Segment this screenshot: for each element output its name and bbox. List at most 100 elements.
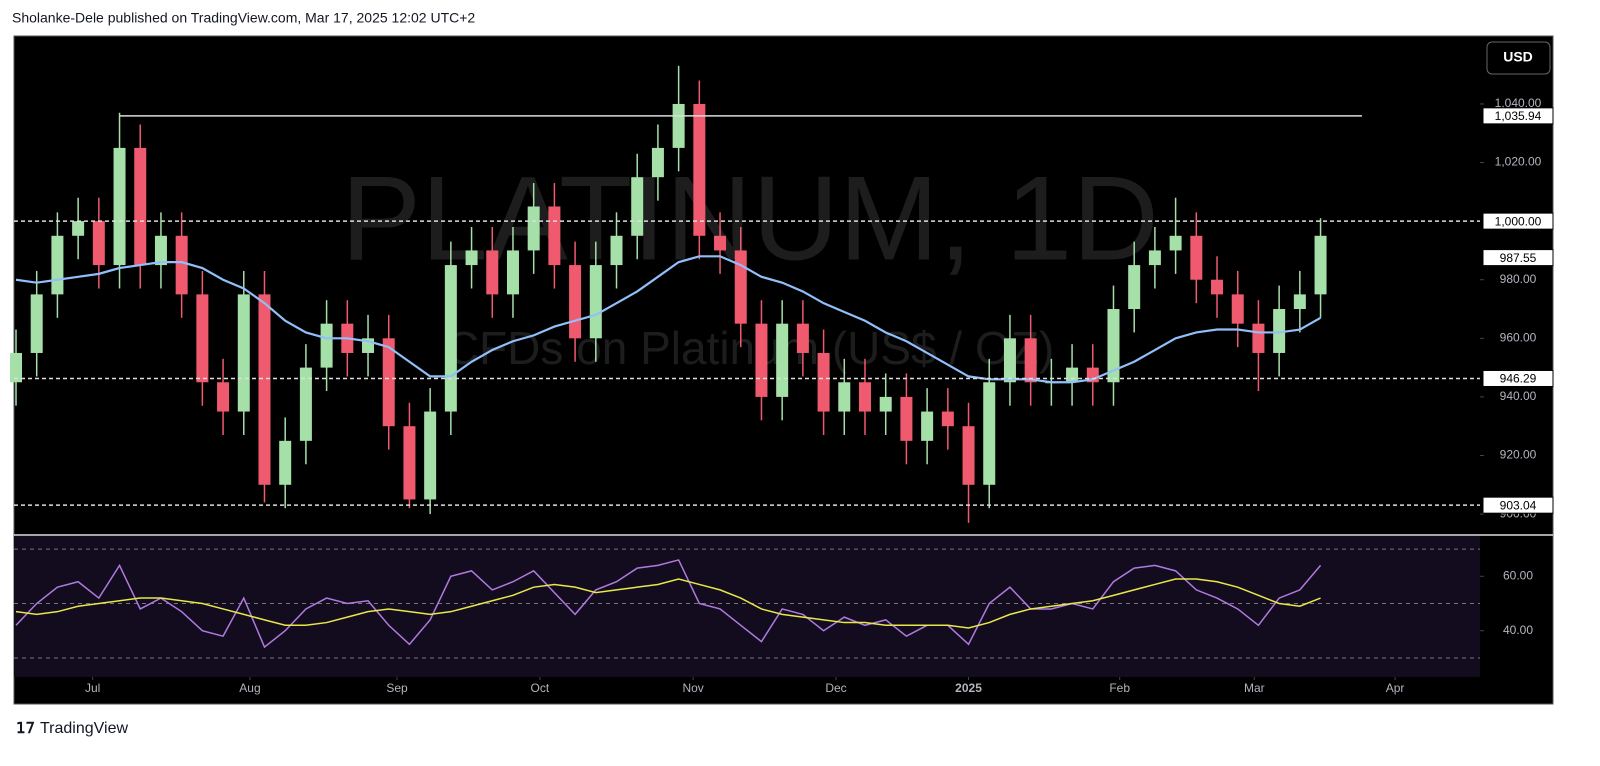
x-tick-label: 2025	[955, 681, 982, 695]
candle-body	[569, 265, 582, 339]
candle-body	[1169, 235, 1182, 251]
x-tick-label: Nov	[682, 681, 703, 695]
y-tick-label: 980.00	[1500, 272, 1537, 286]
y-tick-label: 60.00	[1503, 568, 1533, 582]
candle-body	[1190, 235, 1203, 280]
candle-body	[672, 103, 685, 148]
candle-body	[879, 396, 892, 412]
x-tick-label: Oct	[531, 681, 550, 695]
candle-body	[1148, 250, 1161, 266]
candle-body	[1231, 294, 1244, 324]
candle-body	[175, 235, 188, 295]
candle-body	[589, 265, 602, 339]
candle-body	[1293, 294, 1306, 310]
level-label: 987.55	[1500, 251, 1537, 265]
candle-body	[941, 411, 954, 427]
candle-body	[714, 235, 727, 251]
level-label: 946.29	[1500, 372, 1537, 386]
candle-body	[320, 323, 333, 368]
x-tick-label: Mar	[1244, 681, 1265, 695]
candle-body	[444, 265, 457, 412]
level-label-box	[1482, 369, 1554, 387]
header: Sholanke-Dele published on TradingView.c…	[12, 10, 475, 26]
y-tick-label: 1,020.00	[1495, 155, 1542, 169]
candle-body	[1273, 309, 1286, 353]
candle-body	[962, 426, 975, 485]
candle-body	[921, 411, 934, 441]
candle-body	[424, 411, 437, 500]
watermark-subtitle: CFDs on Platinum (US$ / OZ)	[446, 322, 1054, 374]
candle-body	[776, 323, 789, 397]
candle-body	[838, 382, 851, 412]
x-tick-label: Jul	[85, 681, 100, 695]
y-tick-label: 960.00	[1500, 330, 1537, 344]
candle-body	[1107, 309, 1120, 383]
candle-body	[134, 147, 147, 266]
candle-body	[10, 352, 22, 383]
candle-body	[1066, 367, 1079, 383]
candle-body	[299, 367, 312, 441]
level-label-box	[1482, 249, 1554, 267]
level-label-box	[1482, 107, 1554, 125]
candle-body	[796, 323, 809, 353]
candle-body	[196, 294, 209, 383]
candle-body	[1003, 338, 1016, 383]
watermark-title: PLATINUM, 1D	[341, 152, 1159, 286]
logo-mark: 𝟣𝟩	[16, 720, 35, 737]
level-label: 1,000.00	[1495, 214, 1542, 228]
candle-body	[92, 221, 105, 266]
rsi-pane	[14, 536, 1480, 677]
candle-body	[154, 235, 167, 266]
candle-body	[72, 221, 85, 236]
moving-average	[15, 255, 1322, 384]
candle-body	[51, 235, 64, 295]
candle-body	[527, 206, 540, 251]
candle-body	[1211, 279, 1224, 295]
rsi-line	[15, 559, 1322, 649]
candle-body	[403, 426, 416, 500]
candle-body	[258, 294, 271, 485]
y-tick-label: 920.00	[1500, 448, 1537, 462]
candle-body	[382, 338, 395, 427]
x-tick-label: Sep	[386, 681, 408, 695]
candle-body	[30, 294, 43, 353]
x-tick-label: Aug	[239, 681, 260, 695]
candle-body	[217, 382, 230, 412]
candle-body	[506, 250, 519, 295]
x-tick-label: Dec	[825, 681, 846, 695]
candle-body	[610, 235, 623, 266]
y-tick-label: 40.00	[1503, 623, 1533, 637]
candle-body	[817, 352, 830, 412]
rsi-line	[15, 578, 1321, 629]
footer: TradingView	[40, 720, 128, 737]
candle-body	[465, 250, 478, 266]
candle-body	[693, 103, 706, 236]
candle-body	[237, 294, 250, 412]
candle-body	[113, 147, 126, 266]
candle-body	[1314, 235, 1327, 295]
candle-body	[631, 177, 644, 236]
level-label-box	[1482, 496, 1554, 514]
x-tick-label: Apr	[1386, 681, 1405, 695]
candle-body	[755, 323, 768, 397]
candle-body	[734, 250, 747, 324]
candle-body	[651, 147, 664, 178]
candle-body	[983, 382, 996, 485]
candle-body	[548, 206, 561, 266]
candle-body	[1024, 338, 1037, 383]
candle-body	[279, 440, 292, 485]
level-label: 903.04	[1500, 498, 1537, 512]
currency-button[interactable]	[1486, 41, 1551, 75]
x-tick-label: Feb	[1109, 681, 1130, 695]
currency-label[interactable]: USD	[1503, 49, 1533, 65]
candle-body	[1128, 265, 1141, 310]
y-tick-label: 1,040.00	[1495, 96, 1542, 110]
y-tick-label: 940.00	[1500, 389, 1537, 403]
level-label: 1,035.94	[1495, 109, 1542, 123]
candle-body	[858, 382, 871, 412]
candle-body	[486, 250, 499, 295]
level-label-box	[1482, 212, 1554, 230]
candle-body	[900, 396, 913, 441]
candle-body	[1252, 323, 1265, 353]
